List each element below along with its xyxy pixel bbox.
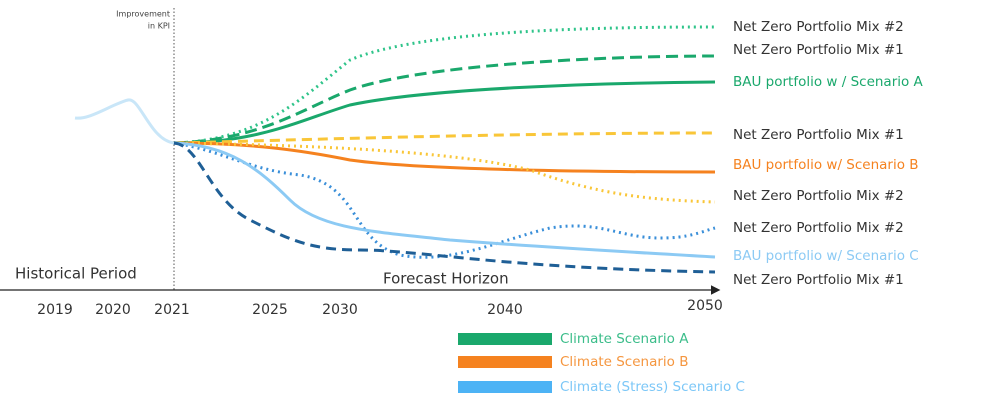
line-label: Net Zero Portfolio Mix #2 (733, 19, 904, 35)
line-label: Net Zero Portfolio Mix #1 (733, 42, 904, 58)
year: 2030 (322, 302, 358, 318)
line-label: Net Zero Portfolio Mix #1 (733, 272, 904, 288)
curves (74, 25, 716, 274)
line-label: Net Zero Portfolio Mix #2 (733, 220, 904, 236)
curve (173, 141, 716, 204)
year: 2021 (154, 302, 190, 318)
period-label: Forecast Horizon (383, 270, 509, 288)
curve (173, 131, 716, 145)
history-line (74, 98, 175, 145)
curve (173, 141, 716, 174)
line-label: BAU portfolio w / Scenario A (733, 74, 924, 90)
year: 2040 (487, 302, 523, 318)
line-label: Net Zero Portfolio Mix #2 (733, 188, 904, 204)
curve (173, 141, 716, 274)
y-label: in KPI (148, 22, 170, 31)
period-label: Historical Period (15, 265, 137, 283)
year: 2050 (687, 298, 723, 314)
year: 2019 (37, 302, 73, 318)
legend-label: Climate Scenario A (560, 331, 689, 347)
line-label: Net Zero Portfolio Mix #1 (733, 127, 904, 143)
line-label: BAU portfolio w/ Scenario B (733, 157, 919, 173)
y-label: Improvement (116, 10, 170, 19)
legend-swatch (458, 333, 552, 345)
line-label: BAU portfolio w/ Scenario C (733, 248, 919, 264)
legend-label: Climate (Stress) Scenario C (560, 379, 745, 395)
curve (173, 141, 716, 259)
curve (173, 54, 716, 145)
legend-swatch (458, 381, 552, 393)
legend-swatch (458, 356, 552, 368)
year: 2025 (252, 302, 288, 318)
year: 2020 (95, 302, 131, 318)
curve (173, 80, 716, 145)
legend-label: Climate Scenario B (560, 354, 688, 370)
curve (173, 141, 716, 259)
curve (173, 25, 716, 145)
